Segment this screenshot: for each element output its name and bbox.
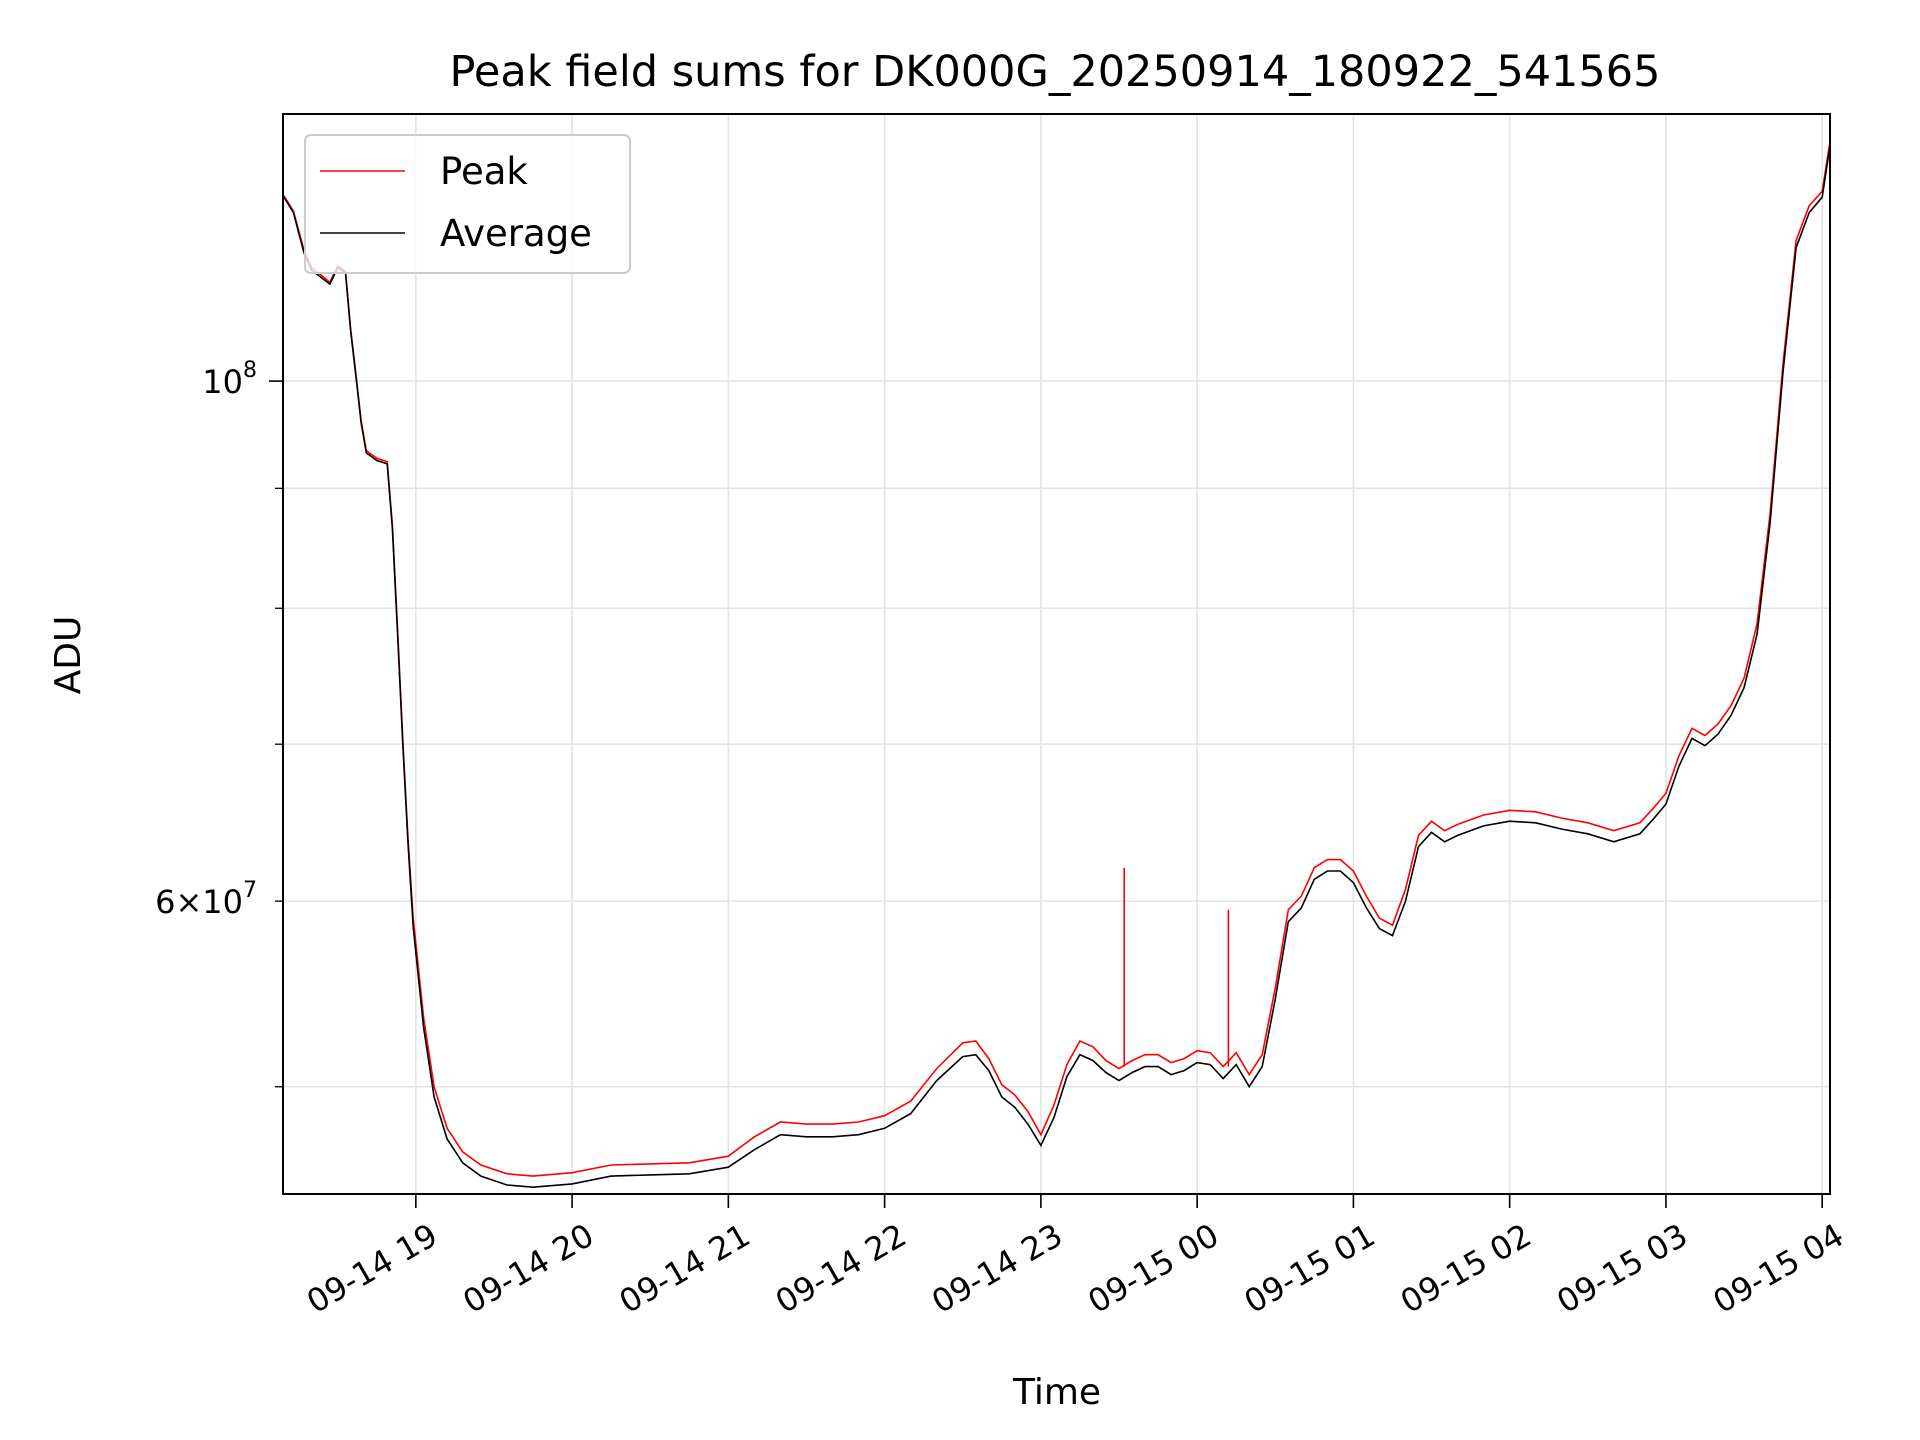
y-axis-ticks: 108 6×107 xyxy=(155,358,283,1088)
legend-label-average: Average xyxy=(440,212,592,255)
legend: Peak Average xyxy=(304,134,631,274)
y-axis-label: ADU xyxy=(48,616,89,695)
x-axis-label: Time xyxy=(1012,1372,1101,1413)
legend-box xyxy=(304,134,631,274)
plot-frame xyxy=(282,113,1831,1195)
legend-label-peak: Peak xyxy=(440,150,528,193)
peak-spikes xyxy=(1123,867,1230,1067)
chart-title: Peak field sums for DK000G_20250914_1809… xyxy=(450,47,1661,97)
y-tick-label: 108 xyxy=(202,358,257,401)
series-line-average xyxy=(282,145,1831,1189)
y-tick-label: 6×107 xyxy=(155,878,257,921)
grid xyxy=(283,114,1830,1194)
plot-lines xyxy=(282,141,1831,1189)
